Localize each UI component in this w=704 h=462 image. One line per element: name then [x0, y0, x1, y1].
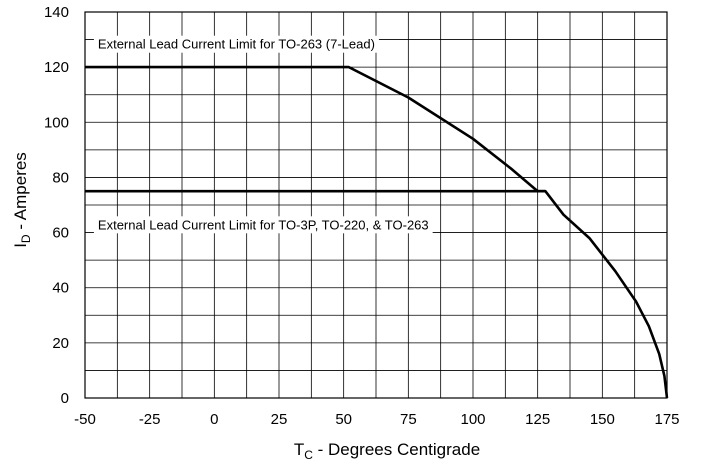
x-tick-label: 50 [335, 411, 352, 428]
annotation-background [93, 216, 433, 234]
y-tick-label: 0 [61, 390, 69, 407]
y-tick-label: 40 [52, 280, 69, 297]
x-tick-label: 125 [525, 411, 550, 428]
annotation-background [93, 35, 379, 53]
x-tick-label: 75 [400, 411, 417, 428]
series-lines [85, 65, 669, 399]
grid [85, 12, 667, 398]
y-tick-labels: 0 20 40 60 80 100 120 140 [44, 4, 69, 407]
x-tick-label: 25 [271, 411, 288, 428]
plot-frame [84, 11, 668, 399]
y-tick-label: 140 [44, 4, 69, 21]
annotation-label: External Lead Current Limit for TO-263 (… [98, 37, 375, 52]
y-axis-title: ID - Amperes [11, 152, 33, 248]
x-tick-label: -25 [139, 411, 161, 428]
x-tick-labels: -50 -25 0 25 50 75 100 125 150 175 [74, 411, 679, 428]
x-tick-label: 100 [460, 411, 485, 428]
y-tick-label: 120 [44, 59, 69, 76]
x-tick-label: 150 [590, 411, 615, 428]
x-tick-label: 175 [654, 411, 679, 428]
y-tick-label: 60 [52, 225, 69, 242]
annotation-label: External Lead Current Limit for TO-3P, T… [98, 217, 429, 232]
y-tick-label: 20 [52, 335, 69, 352]
y-axis-title-subscript: D [19, 234, 33, 243]
x-axis-title-main: T [294, 440, 304, 459]
series-line-1 [85, 65, 669, 399]
y-tick-label: 80 [52, 169, 69, 186]
x-tick-label: -50 [74, 411, 96, 428]
x-axis-title: TC - Degrees Centigrade [294, 440, 480, 462]
x-axis-title-rest: - Degrees Centigrade [313, 440, 480, 459]
annotations: External Lead Current Limit for TO-263 (… [93, 35, 433, 234]
y-tick-label: 100 [44, 114, 69, 131]
y-axis-title-main: I [11, 243, 30, 248]
x-axis-title-subscript: C [304, 448, 313, 462]
y-axis-title-rest: - Amperes [11, 152, 30, 234]
x-tick-label: 0 [210, 411, 218, 428]
